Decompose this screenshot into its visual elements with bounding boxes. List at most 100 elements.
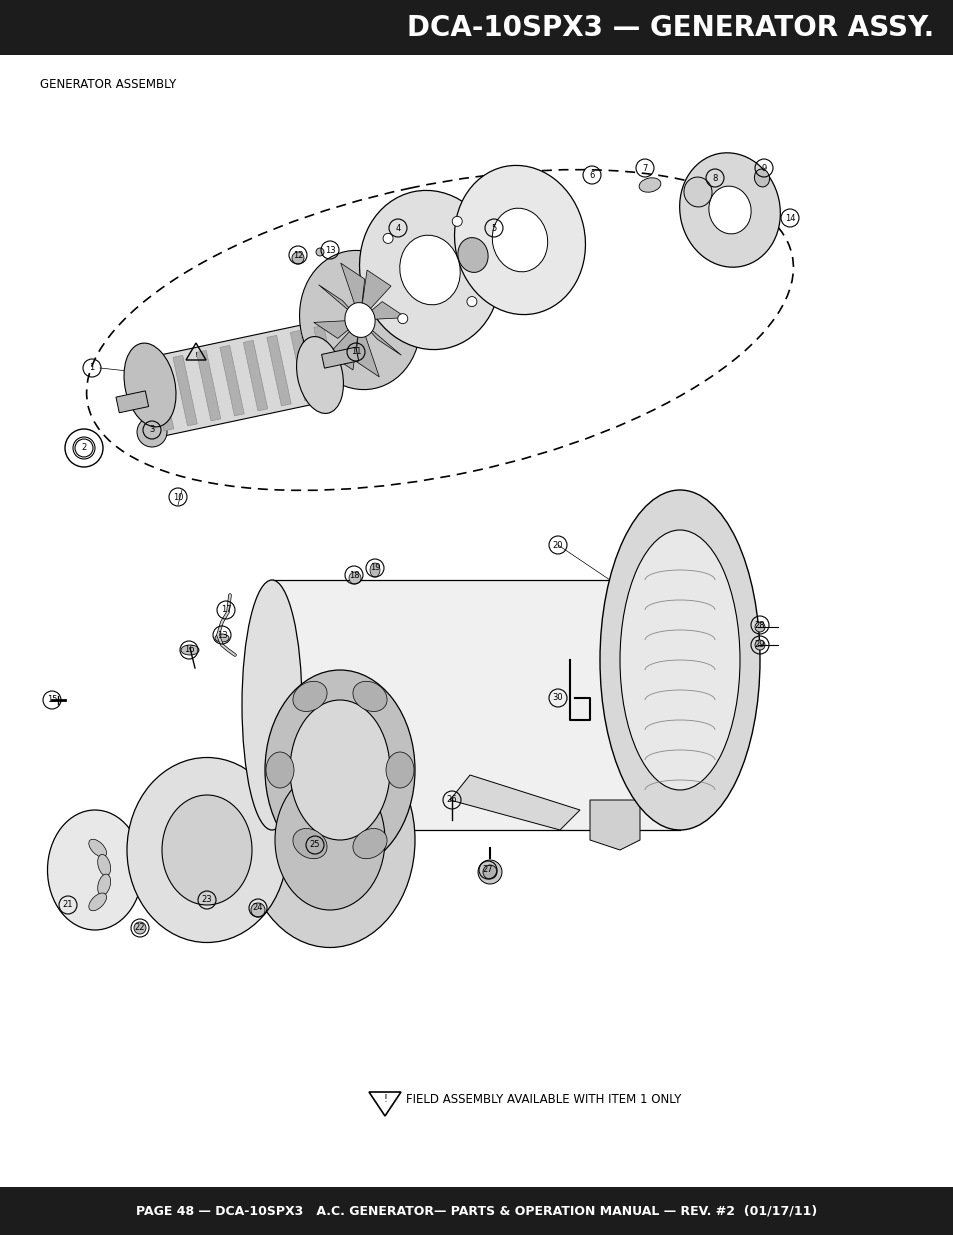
Ellipse shape — [89, 893, 107, 910]
Polygon shape — [138, 322, 331, 438]
Text: 7: 7 — [641, 163, 647, 173]
Text: 8: 8 — [712, 173, 717, 183]
Text: 26: 26 — [446, 795, 456, 804]
Polygon shape — [314, 325, 337, 396]
Polygon shape — [290, 331, 314, 401]
Ellipse shape — [265, 671, 415, 869]
Text: 16: 16 — [184, 646, 194, 655]
Polygon shape — [589, 800, 639, 850]
Polygon shape — [359, 320, 401, 356]
Text: 11: 11 — [351, 347, 361, 357]
Text: 13: 13 — [324, 246, 335, 254]
Ellipse shape — [137, 417, 167, 447]
Ellipse shape — [214, 634, 229, 642]
Text: 1: 1 — [90, 363, 94, 373]
Ellipse shape — [274, 769, 385, 910]
Ellipse shape — [293, 829, 327, 858]
Ellipse shape — [293, 682, 327, 711]
Circle shape — [383, 233, 393, 243]
Ellipse shape — [599, 490, 760, 830]
Ellipse shape — [97, 855, 111, 876]
Text: 4: 4 — [395, 224, 400, 232]
Text: 20: 20 — [552, 541, 562, 550]
Ellipse shape — [708, 186, 750, 233]
Ellipse shape — [399, 235, 459, 305]
Polygon shape — [450, 776, 579, 830]
Polygon shape — [220, 346, 244, 416]
Ellipse shape — [245, 732, 415, 947]
Text: PAGE 48 — DCA-10SPX3   A.C. GENERATOR— PARTS & OPERATION MANUAL — REV. #2  (01/1: PAGE 48 — DCA-10SPX3 A.C. GENERATOR— PAR… — [136, 1204, 817, 1218]
Ellipse shape — [290, 700, 390, 840]
Ellipse shape — [349, 572, 360, 584]
Text: 25: 25 — [310, 841, 320, 850]
Bar — [0, 1187, 953, 1235]
Circle shape — [754, 622, 764, 632]
Text: 27: 27 — [482, 866, 493, 874]
Ellipse shape — [477, 860, 501, 884]
Text: !: ! — [194, 352, 197, 358]
Text: 23: 23 — [201, 895, 213, 904]
Text: !: ! — [383, 1094, 387, 1104]
Polygon shape — [355, 320, 379, 377]
Text: 13: 13 — [216, 631, 227, 640]
Text: 9: 9 — [760, 163, 766, 173]
Ellipse shape — [482, 864, 497, 879]
Ellipse shape — [48, 810, 142, 930]
Ellipse shape — [386, 752, 414, 788]
Ellipse shape — [296, 337, 343, 414]
Circle shape — [251, 903, 265, 918]
Text: 30: 30 — [552, 694, 562, 703]
Ellipse shape — [124, 343, 175, 427]
Ellipse shape — [353, 829, 387, 858]
Text: 12: 12 — [293, 251, 303, 259]
Text: 6: 6 — [589, 170, 594, 179]
Ellipse shape — [359, 190, 500, 350]
Text: 18: 18 — [349, 571, 359, 579]
Text: 24: 24 — [253, 904, 263, 913]
Circle shape — [133, 923, 146, 934]
Polygon shape — [318, 285, 359, 320]
Text: 19: 19 — [370, 563, 380, 573]
Polygon shape — [196, 351, 220, 421]
Text: 10: 10 — [172, 493, 183, 501]
Text: 15: 15 — [47, 695, 57, 704]
Text: DCA-10SPX3 — GENERATOR ASSY.: DCA-10SPX3 — GENERATOR ASSY. — [406, 14, 933, 42]
Ellipse shape — [492, 209, 547, 272]
Circle shape — [292, 252, 304, 264]
Ellipse shape — [162, 795, 252, 905]
Polygon shape — [359, 301, 406, 320]
Circle shape — [315, 248, 324, 256]
Text: 21: 21 — [63, 900, 73, 909]
Ellipse shape — [639, 178, 660, 193]
Polygon shape — [116, 391, 149, 412]
Circle shape — [754, 640, 764, 650]
Ellipse shape — [683, 177, 711, 207]
Bar — [0, 0, 953, 56]
Ellipse shape — [266, 752, 294, 788]
Polygon shape — [172, 356, 197, 426]
Polygon shape — [243, 341, 268, 411]
Ellipse shape — [353, 682, 387, 711]
Ellipse shape — [73, 437, 95, 459]
Ellipse shape — [89, 840, 107, 857]
Ellipse shape — [242, 580, 302, 830]
Ellipse shape — [97, 874, 111, 895]
Polygon shape — [267, 336, 291, 406]
Text: 3: 3 — [150, 426, 154, 435]
Polygon shape — [329, 320, 359, 370]
Ellipse shape — [127, 757, 287, 942]
Text: 29: 29 — [754, 641, 764, 650]
Circle shape — [452, 216, 462, 226]
Ellipse shape — [370, 563, 379, 577]
Text: 2: 2 — [81, 443, 87, 452]
Ellipse shape — [345, 303, 375, 337]
Ellipse shape — [679, 153, 780, 267]
Polygon shape — [340, 263, 364, 320]
Ellipse shape — [299, 251, 420, 389]
Polygon shape — [314, 320, 359, 338]
Ellipse shape — [619, 530, 740, 790]
Polygon shape — [359, 270, 391, 320]
Circle shape — [397, 314, 407, 324]
Bar — [270, 580, 679, 830]
Text: 17: 17 — [220, 605, 231, 615]
